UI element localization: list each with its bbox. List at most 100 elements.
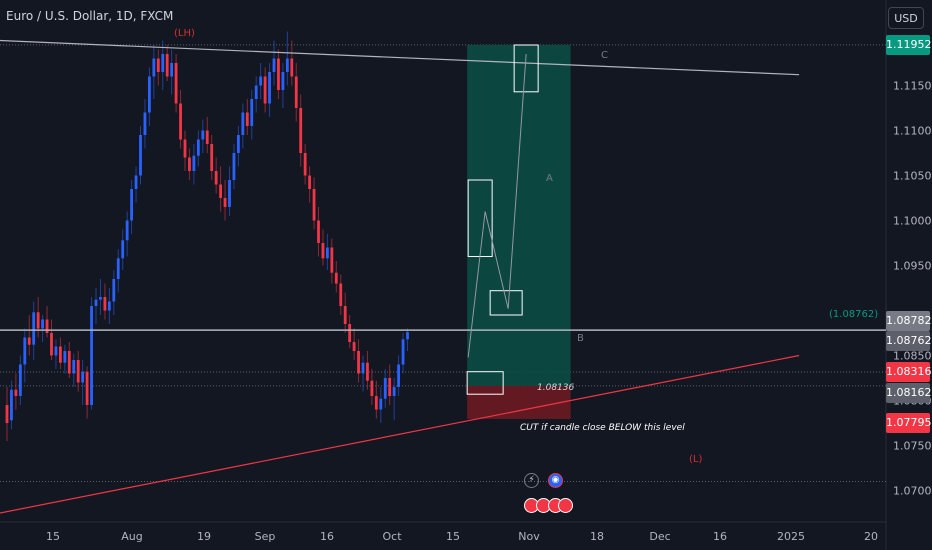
candle-body <box>99 297 102 300</box>
price-tick-label: 1.10500 <box>893 170 932 183</box>
chart-title: Euro / U.S. Dollar, 1D, FXCM <box>6 9 174 23</box>
candle-body <box>67 351 71 374</box>
candle-body <box>143 112 147 135</box>
price-tick-label: 1.07000 <box>893 485 932 498</box>
candle-body <box>174 63 178 104</box>
candle-body <box>134 175 138 189</box>
candle-body <box>357 351 360 374</box>
price-tick-label: 1.11000 <box>893 125 932 138</box>
candle-body <box>107 301 111 311</box>
candle-body <box>165 54 169 77</box>
candle-body <box>321 243 325 259</box>
candle-body <box>254 85 258 99</box>
low-label: (L) <box>689 454 703 465</box>
candle-body <box>196 139 200 156</box>
globe-event-icon[interactable]: ◉ <box>548 473 563 488</box>
us-flag-icon[interactable] <box>558 498 573 513</box>
candle-body <box>343 306 347 324</box>
price-tag: 1.08162 <box>886 382 932 403</box>
candle-body <box>18 364 22 396</box>
candle-body <box>36 312 40 329</box>
candle-body <box>130 189 133 221</box>
candle-body <box>94 299 98 306</box>
candle-body <box>281 72 285 90</box>
candle-body <box>179 103 182 140</box>
lower-high-label: (LH) <box>174 28 195 39</box>
candle-body <box>170 63 174 77</box>
wave-path <box>467 53 527 358</box>
time-tick-label: 16 <box>320 530 334 543</box>
candle-body <box>23 337 27 365</box>
price-tag: 1.08782 <box>886 311 932 332</box>
candle-body <box>277 58 280 90</box>
price-tag: 1.08316 <box>886 362 932 383</box>
wave-box <box>466 371 504 395</box>
candle-body <box>183 139 187 158</box>
candle-body <box>392 387 396 396</box>
candle-body <box>205 130 209 144</box>
wave-box <box>513 44 539 93</box>
candle-body <box>317 220 320 243</box>
candle-body <box>59 346 62 363</box>
candle-body <box>241 112 245 135</box>
candle-body <box>121 240 125 259</box>
candle-body <box>285 58 289 72</box>
candle-body <box>161 54 165 72</box>
candle-body <box>330 247 334 273</box>
time-tick-label: 19 <box>197 530 211 543</box>
candle-body <box>81 371 85 383</box>
candle-body <box>250 99 254 126</box>
candle-body <box>63 351 67 363</box>
candle-body <box>214 171 218 185</box>
candle-body <box>27 337 31 345</box>
price-tick-label: 1.10000 <box>893 215 932 228</box>
currency-button[interactable]: USD <box>888 7 924 29</box>
time-tick-label: Oct <box>382 530 402 543</box>
time-tick-label: Aug <box>121 530 142 543</box>
candle-body <box>370 380 374 396</box>
candle-body <box>303 153 307 176</box>
candle-body <box>290 58 294 77</box>
candle-body <box>54 346 58 356</box>
candle-body <box>326 247 329 259</box>
candle-body <box>237 135 240 153</box>
time-tick-label: 18 <box>590 530 604 543</box>
candle-body <box>259 76 263 86</box>
candle-body <box>125 220 129 241</box>
candle-body <box>374 396 378 410</box>
wave-label-c: C <box>601 50 608 61</box>
candle-body <box>210 144 214 171</box>
candle-body <box>352 342 356 351</box>
wave-label-b: B <box>577 333 584 344</box>
candle-body <box>32 312 36 345</box>
price-tick-label: 1.07500 <box>893 440 932 453</box>
resistance-trendline <box>0 39 800 76</box>
price-tick-label: 1.09500 <box>893 260 932 273</box>
wave-label-a: A <box>546 173 553 184</box>
time-tick-label: 15 <box>446 530 460 543</box>
candle-body <box>406 332 409 340</box>
time-tick-label: Dec <box>649 530 670 543</box>
candle-body <box>312 189 316 221</box>
candle-body <box>201 130 205 140</box>
time-tick-label: 2025 <box>777 530 805 543</box>
candle-body <box>72 360 76 374</box>
price-tick-label: 1.11500 <box>893 80 932 93</box>
time-tick-label: 15 <box>46 530 60 543</box>
candle-body <box>272 58 276 72</box>
lightning-icon[interactable]: ⚡ <box>524 473 539 488</box>
candle-body <box>228 180 231 207</box>
candle-body <box>192 155 196 171</box>
candle-body <box>294 76 298 108</box>
price-tag: 1.07795 <box>886 412 932 433</box>
candle-body <box>397 364 400 387</box>
candle-body <box>308 175 311 189</box>
loss-zone <box>467 385 571 419</box>
candle-body <box>268 72 271 104</box>
candle-body <box>5 405 9 423</box>
candle-body <box>223 198 227 207</box>
candle-body <box>152 58 156 77</box>
time-tick-label: Nov <box>518 530 540 543</box>
